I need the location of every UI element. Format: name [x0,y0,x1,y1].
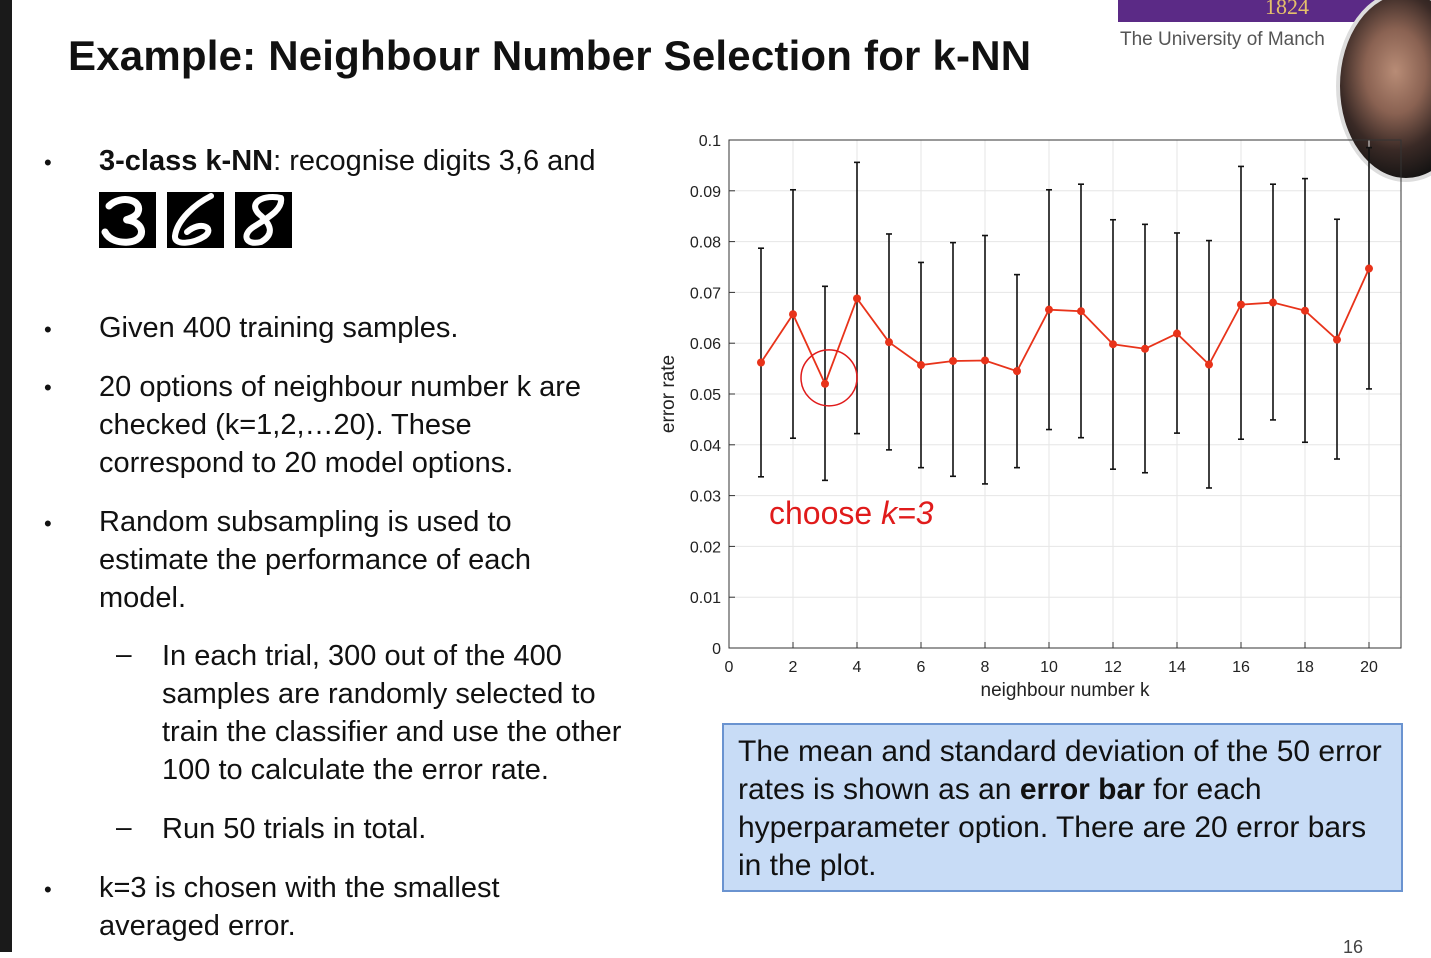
y-tick-label: 0.03 [690,489,721,506]
mean-point [917,361,925,370]
logo-year: 1824 [1265,0,1309,19]
error-rate-chart: 0 0.01 0.02 0.03 0.04 0.05 0.06 0.07 0.08 0.09 0.1… [658,133,1402,701]
bullet-marker: • [44,150,52,175]
x-ticks: 0 2 4 6 8 10 12 14 16 18 20 [725,642,1378,676]
university-name: The University of Manch [1120,29,1325,50]
slide-title: Example: Neighbour Number Selection for … [68,32,1032,79]
highlight-circle [800,349,858,407]
bullet-5-line-2: averaged error. [99,910,296,942]
mean-point [789,310,797,319]
sub-bullet-1-line-4: 100 to calculate the error rate. [162,754,549,786]
mean-points [757,264,1373,388]
bullet-4-line-2: estimate the performance of each [99,544,532,576]
digit-6-image [167,192,224,248]
note-text-post: for each hyperparameter option. There ar… [738,773,1367,882]
x-tick-label: 12 [1104,659,1122,676]
x-tick-label: 18 [1296,659,1314,676]
x-tick-label: 4 [853,659,862,676]
sub-bullet-1-line-1: In each trial, 300 out of the 400 [162,640,562,672]
mean-point [757,358,765,367]
bullet-3-line-2: checked (k=1,2,…20). These [99,409,472,441]
sub-bullet-1-line-3: train the classifier and use the other [162,716,622,748]
x-axis-label: neighbour number k [981,680,1150,701]
bullet-2-text: Given 400 training samples. [99,312,459,344]
mean-point [1077,307,1085,316]
mean-point [1013,367,1021,376]
university-logo-bar [1118,0,1431,22]
annotation-k: k=3 [881,495,934,531]
mean-point [1205,360,1213,369]
bullet-5-line-1: k=3 is chosen with the smallest [99,872,500,904]
mean-line [760,268,1370,387]
bullet-4-line-1: Random subsampling is used to [99,506,512,538]
bullet-marker: • [44,511,52,536]
annotation-text: choose [769,495,881,531]
x-tick-label: 2 [789,659,798,676]
mean-point [885,338,893,347]
mean-point [1333,335,1341,344]
y-tick-label: 0.05 [690,387,721,404]
note-text-bold: error bar [1019,773,1145,806]
choose-k-annotation: choose k=3 [769,495,934,531]
x-tick-label: 20 [1360,659,1378,676]
y-axis-label: error rate [658,355,679,433]
left-border [0,0,12,952]
bullet-marker: • [44,317,52,342]
sub-bullet-1-line-2: samples are randomly selected to [162,678,596,710]
bullet-1-bold: 3-class k-NN [99,145,274,177]
x-tick-label: 8 [981,659,990,676]
mean-point [1365,264,1373,273]
y-tick-label: 0.1 [699,133,721,150]
y-tick-label: 0.01 [690,590,721,607]
mean-point [1109,340,1117,349]
mean-point [1301,306,1309,315]
note-text-pre: The mean and standard deviation of the 5… [738,735,1382,806]
page-number: 16 [1343,937,1364,957]
mean-line-path [760,268,1370,387]
bullet-1-text: 3-class k-NN: recognise digits 3,6 and [99,142,596,181]
digit-8-image [235,192,292,248]
mean-point [821,379,829,388]
digit-images [99,192,292,248]
bullet-marker: • [44,877,52,902]
y-tick-label: 0.06 [690,336,721,353]
bullet-3-line-1: 20 options of neighbour number k are [99,371,582,403]
y-tick-label: 0 [712,641,721,658]
sub-bullet-2-text: Run 50 trials in total. [162,813,427,845]
x-tick-label: 14 [1168,659,1186,676]
y-tick-label: 0.04 [690,438,721,455]
sub-bullet-marker: – [116,638,132,669]
y-tick-label: 0.07 [690,285,721,302]
digit-3-image [99,192,156,248]
mean-point [1173,329,1181,338]
mean-point [981,356,989,365]
y-tick-label: 0.08 [690,235,721,252]
x-tick-label: 6 [917,659,926,676]
x-tick-label: 10 [1040,659,1058,676]
bullet-4-line-3: model. [99,582,187,614]
mean-point [853,294,861,303]
sub-bullet-marker: – [116,811,132,842]
mean-point [949,356,957,365]
mean-point [1141,344,1149,353]
error-bar-note: The mean and standard deviation of the 5… [722,723,1403,892]
bullet-1-rest: : recognise digits 3,6 and [273,145,596,177]
y-tick-label: 0.09 [690,184,721,201]
x-tick-label: 0 [725,659,734,676]
y-tick-label: 0.02 [690,539,721,556]
bullet-3-line-3: correspond to 20 model options. [99,447,514,479]
y-ticks: 0 0.01 0.02 0.03 0.04 0.05 0.06 0.07 0.08 0.09 0.1 [690,133,735,658]
mean-point [1045,305,1053,314]
bullet-marker: • [44,375,52,400]
mean-point [1237,300,1245,309]
grid-layer [728,139,1401,649]
x-tick-label: 16 [1232,659,1250,676]
plot-area [728,139,1402,649]
mean-point [1269,298,1277,307]
